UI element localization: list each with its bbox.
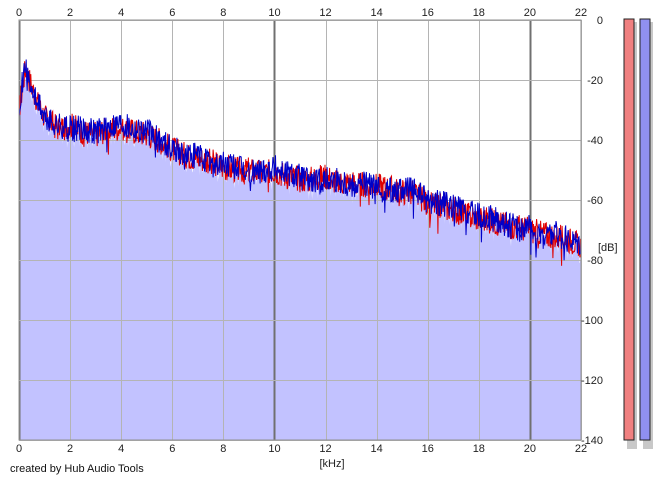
meter-left [623, 18, 635, 441]
y-tick-3: -60 [587, 195, 603, 207]
y-tick-4: -80 [587, 255, 603, 267]
y-tick-1: -20 [587, 75, 603, 87]
plot-border [18, 19, 582, 441]
x-tick-top-11: 22 [575, 7, 587, 19]
x-tick-top-0: 0 [16, 7, 22, 19]
x-tick-bottom-11: 22 [575, 443, 587, 455]
y-axis-label: [dB] [598, 242, 618, 254]
x-axis-label: [kHz] [319, 458, 344, 470]
y-tick-2: -40 [587, 135, 603, 147]
x-tick-bottom-9: 18 [473, 443, 485, 455]
y-tick-5: -100 [581, 315, 603, 327]
x-tick-bottom-6: 12 [319, 443, 331, 455]
x-tick-bottom-3: 6 [169, 443, 175, 455]
y-tick-6: -120 [581, 375, 603, 387]
x-tick-top-6: 12 [319, 7, 331, 19]
level-meters [623, 18, 653, 449]
x-tick-bottom-7: 14 [371, 443, 383, 455]
x-tick-top-7: 14 [371, 7, 383, 19]
x-tick-top-3: 6 [169, 7, 175, 19]
credit-text: created by Hub Audio Tools [10, 463, 144, 475]
x-tick-top-10: 20 [524, 7, 536, 19]
spectrum-fill-area [19, 68, 581, 440]
x-tick-labels-top: 0 2 4 6 8 10 12 14 16 18 20 22 [16, 7, 587, 19]
series-line-left [18, 61, 582, 266]
meter-right [639, 18, 651, 441]
x-tick-top-5: 10 [268, 7, 280, 19]
x-tick-bottom-10: 20 [524, 443, 536, 455]
y-tick-labels: 0 -20 -40 -60 -80 -100 -120 -140 [581, 15, 603, 447]
x-tick-bottom-4: 8 [220, 443, 226, 455]
x-tick-bottom-5: 10 [268, 443, 280, 455]
x-tick-top-9: 18 [473, 7, 485, 19]
y-tick-7: -140 [581, 435, 603, 447]
y-tick-0: 0 [597, 15, 603, 27]
x-tick-top-8: 16 [422, 7, 434, 19]
x-tick-bottom-2: 4 [118, 443, 124, 455]
plot-area [18, 19, 582, 441]
x-tick-top-2: 4 [118, 7, 124, 19]
x-tick-top-4: 8 [220, 7, 226, 19]
x-tick-top-1: 2 [67, 7, 73, 19]
x-tick-bottom-0: 0 [16, 443, 22, 455]
x-tick-bottom-1: 2 [67, 443, 73, 455]
x-tick-bottom-8: 16 [422, 443, 434, 455]
series-line-right [18, 59, 582, 261]
x-tick-labels-bottom: 0 2 4 6 8 10 12 14 16 18 20 22 [16, 443, 587, 455]
